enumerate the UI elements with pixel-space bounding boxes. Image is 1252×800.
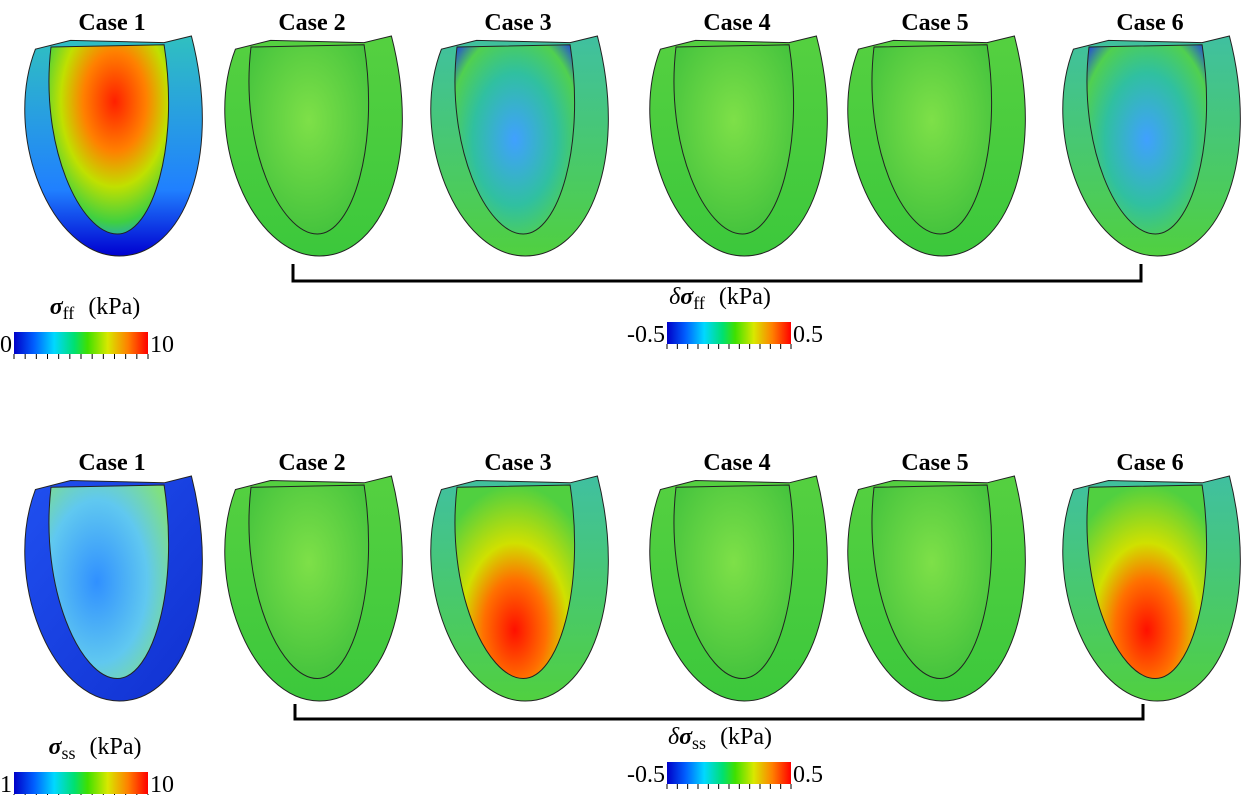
bracket [293, 264, 1141, 281]
legend-title: δσff(kPa) [669, 284, 771, 313]
legend-symbol: σ [680, 284, 694, 310]
case-label: Case 5 [901, 450, 968, 476]
colorbar-min: 0 [0, 332, 12, 358]
colorbar [14, 332, 148, 354]
case-label: Case 1 [78, 10, 145, 36]
heart-model [1063, 476, 1241, 701]
bracket [295, 704, 1143, 719]
heart-model [1063, 36, 1241, 256]
legend-unit: (kPa) [720, 724, 772, 750]
case-label: Case 6 [1116, 10, 1183, 36]
legend-unit: (kPa) [89, 734, 141, 760]
legend-symbol: σ [49, 734, 63, 760]
case-label: Case 6 [1116, 450, 1183, 476]
figure: Case 1Case 2Case 3Case 4Case 5Case 6σff(… [0, 0, 1252, 795]
colorbar-max: 10 [150, 332, 174, 358]
heart-model [225, 36, 403, 256]
heart-model [25, 476, 203, 701]
legend-symbol: σ [679, 724, 693, 750]
legend-unit: (kPa) [88, 294, 140, 320]
case-label: Case 4 [703, 10, 770, 36]
heart-model [848, 36, 1026, 256]
heart-model [431, 36, 609, 256]
case-label: Case 5 [901, 10, 968, 36]
legend-title: σss (kPa) [49, 734, 142, 763]
legend-subscript: ff [693, 293, 705, 313]
heart-model [848, 476, 1026, 701]
heart-model [431, 476, 609, 701]
legend-title: δσss(kPa) [668, 724, 772, 753]
legend-subscript: ss [692, 733, 706, 753]
heart-model [650, 36, 828, 256]
case-label: Case 2 [278, 450, 345, 476]
legend-symbol: σ [50, 294, 64, 320]
heart-model [650, 476, 828, 701]
heart-model [25, 36, 203, 256]
colorbar [667, 762, 791, 784]
colorbar-min: -1 [0, 772, 12, 795]
colorbar-max: 10 [150, 772, 174, 795]
colorbar [14, 772, 148, 794]
colorbar-min: -0.5 [627, 762, 665, 788]
legend-unit: (kPa) [719, 284, 771, 310]
case-label: Case 4 [703, 450, 770, 476]
case-label: Case 3 [484, 10, 551, 36]
legend-subscript: ss [61, 743, 75, 763]
case-label: Case 1 [78, 450, 145, 476]
legend-subscript: ff [63, 303, 75, 323]
case-label: Case 3 [484, 450, 551, 476]
case-label: Case 2 [278, 10, 345, 36]
colorbar-max: 0.5 [793, 322, 823, 348]
colorbar-max: 0.5 [793, 762, 823, 788]
colorbar-min: -0.5 [627, 322, 665, 348]
colorbar [667, 322, 791, 344]
heart-model [225, 476, 403, 701]
legend-title: σff (kPa) [50, 294, 141, 323]
